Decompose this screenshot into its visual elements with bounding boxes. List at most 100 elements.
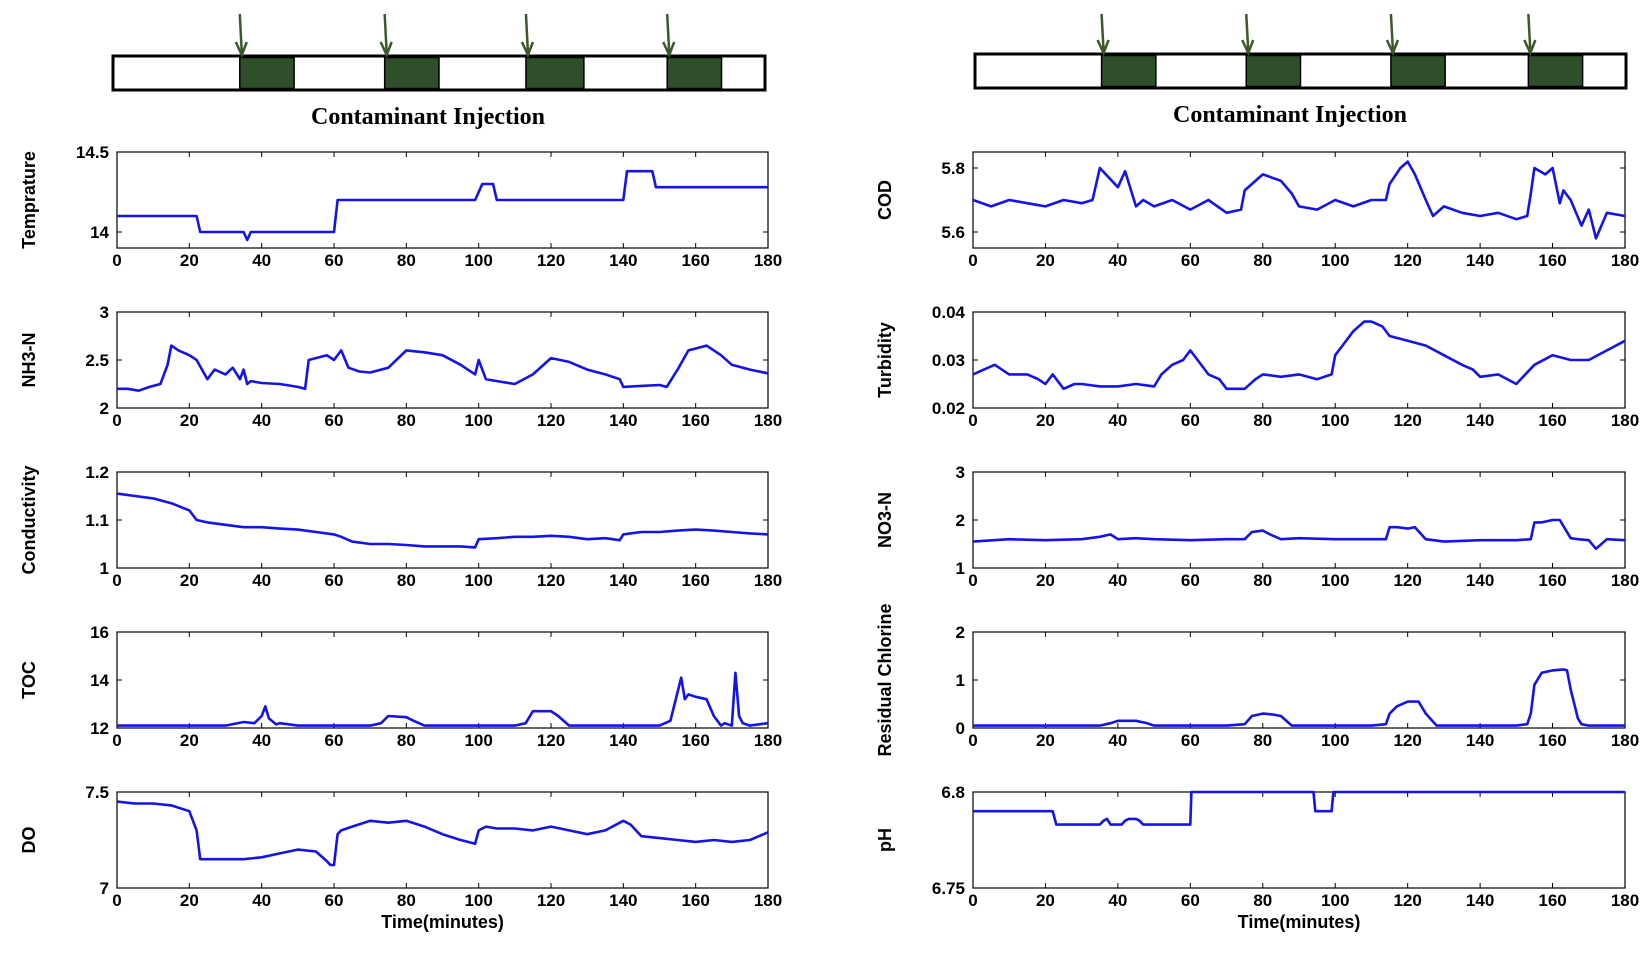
plot-area xyxy=(116,791,769,889)
y-tick-label: 2 xyxy=(956,623,965,642)
x-tick-label: 20 xyxy=(180,891,199,910)
x-tick-label: 100 xyxy=(464,251,492,270)
x-tick-label: 180 xyxy=(1611,251,1639,270)
x-tick-label: 160 xyxy=(681,411,709,430)
y-tick-label: 3 xyxy=(956,463,965,482)
x-tick-label: 0 xyxy=(968,571,977,590)
x-tick-label: 0 xyxy=(968,411,977,430)
injection-arrow-icon xyxy=(379,41,393,59)
y-tick-label: 0.02 xyxy=(932,399,965,418)
y-tick-label: 3 xyxy=(100,303,109,322)
injection-arrow-icon xyxy=(1523,39,1537,57)
y-axis-label: Turbidity xyxy=(875,322,895,398)
x-tick-label: 20 xyxy=(180,251,199,270)
x-tick-label: 60 xyxy=(1181,571,1200,590)
plot-area xyxy=(972,791,1626,889)
x-axis-label: Time(minutes) xyxy=(381,912,504,932)
chart-nh3n: 0 20 40 60 80 100 120 140 160 180 2 2.5 3 NH3-N xyxy=(19,303,782,430)
x-tick-label: 180 xyxy=(754,891,782,910)
x-tick-label: 180 xyxy=(1611,731,1639,750)
x-tick-label: 60 xyxy=(325,891,344,910)
injection-block xyxy=(1527,54,1584,88)
x-tick-label: 0 xyxy=(112,891,121,910)
y-tick-label: 0.04 xyxy=(932,303,966,322)
injection-title: Contaminant Injection xyxy=(311,104,545,130)
x-tick-label: 140 xyxy=(1466,731,1494,750)
x-tick-label: 180 xyxy=(754,251,782,270)
x-tick-label: 80 xyxy=(1253,411,1272,430)
chart-no3n: 0 20 40 60 80 100 120 140 160 180 1 2 3 NO3-N xyxy=(875,463,1639,590)
injection-arrow-shaft xyxy=(1527,13,1532,52)
x-tick-label: 100 xyxy=(1321,731,1349,750)
injection-arrow-icon xyxy=(662,41,676,59)
plot-area xyxy=(116,471,769,569)
injection-block xyxy=(666,56,723,90)
x-tick-label: 60 xyxy=(325,571,344,590)
x-tick-label: 0 xyxy=(112,411,121,430)
injection-banner: Contaminant Injection xyxy=(111,13,767,130)
x-tick-label: 20 xyxy=(1036,891,1055,910)
x-tick-label: 160 xyxy=(1538,251,1566,270)
plot-area xyxy=(972,311,1626,409)
series-line-nh3n xyxy=(117,344,769,393)
y-tick-label: 5.8 xyxy=(941,159,965,178)
x-tick-label: 140 xyxy=(609,251,637,270)
x-tick-label: 0 xyxy=(112,731,121,750)
injection-arrow-icon xyxy=(234,41,248,59)
y-axis-label: NH3-N xyxy=(19,332,39,387)
x-tick-label: 100 xyxy=(464,571,492,590)
y-tick-label: 0 xyxy=(956,719,965,738)
x-tick-label: 20 xyxy=(1036,571,1055,590)
injection-block xyxy=(239,56,295,90)
injection-block xyxy=(1100,54,1157,88)
charts: 0 20 40 60 80 100 120 140 160 1801414.5Temprature… xyxy=(19,143,1639,932)
x-tick-label: 160 xyxy=(1538,731,1566,750)
x-tick-label: 180 xyxy=(1611,571,1639,590)
x-tick-label: 140 xyxy=(609,571,637,590)
x-tick-label: 120 xyxy=(537,731,565,750)
x-tick-label: 140 xyxy=(609,411,637,430)
x-tick-label: 60 xyxy=(325,731,344,750)
y-axis-label: Conductivity xyxy=(19,465,39,574)
y-axis-label: TOC xyxy=(19,661,39,699)
chart-residual_chlorine: 0 20 40 60 80 100 120 140 160 180 0 1 2 Residual Chlo… xyxy=(875,603,1639,756)
y-tick-label: 12 xyxy=(90,719,109,738)
x-tick-label: 0 xyxy=(968,891,977,910)
x-tick-label: 160 xyxy=(681,251,709,270)
x-tick-label: 140 xyxy=(1466,251,1494,270)
y-axis-label: DO xyxy=(19,827,39,854)
x-tick-label: 80 xyxy=(1253,571,1272,590)
y-axis-label: NO3-N xyxy=(875,492,895,548)
y-tick-label: 2 xyxy=(100,399,109,418)
x-tick-label: 40 xyxy=(252,251,271,270)
injection-arrow-shaft xyxy=(1100,13,1105,52)
x-tick-label: 0 xyxy=(968,251,977,270)
x-tick-label: 180 xyxy=(1611,891,1639,910)
y-tick-label: 1 xyxy=(100,559,109,578)
x-tick-label: 180 xyxy=(1611,411,1639,430)
series-line-residual_chlorine xyxy=(973,668,1625,727)
x-tick-label: 120 xyxy=(537,891,565,910)
x-tick-label: 140 xyxy=(1466,571,1494,590)
y-tick-label: 1.1 xyxy=(85,511,109,530)
injection-arrow-shaft xyxy=(665,13,671,54)
x-tick-label: 60 xyxy=(1181,891,1200,910)
x-tick-label: 140 xyxy=(609,891,637,910)
x-tick-label: 120 xyxy=(537,251,565,270)
x-tick-label: 100 xyxy=(1321,571,1349,590)
injection-arrow-icon xyxy=(1096,39,1110,57)
x-tick-label: 120 xyxy=(1393,891,1421,910)
injection-block xyxy=(1390,54,1446,88)
chart-do: 0 20 40 60 80 100 120 140 160 180 7 7.5 DO Time(minut… xyxy=(19,783,782,932)
plot-area xyxy=(972,471,1626,569)
x-tick-label: 20 xyxy=(1036,251,1055,270)
injection-banners: Contaminant Injection Contaminant Injecti… xyxy=(111,13,1628,130)
x-tick-label: 0 xyxy=(112,571,121,590)
x-tick-label: 80 xyxy=(397,251,416,270)
x-tick-label: 80 xyxy=(397,891,416,910)
y-tick-label: 1.2 xyxy=(85,463,109,482)
x-tick-label: 20 xyxy=(180,411,199,430)
series-line-ph xyxy=(973,790,1625,826)
x-tick-label: 120 xyxy=(1393,571,1421,590)
x-tick-label: 60 xyxy=(1181,251,1200,270)
